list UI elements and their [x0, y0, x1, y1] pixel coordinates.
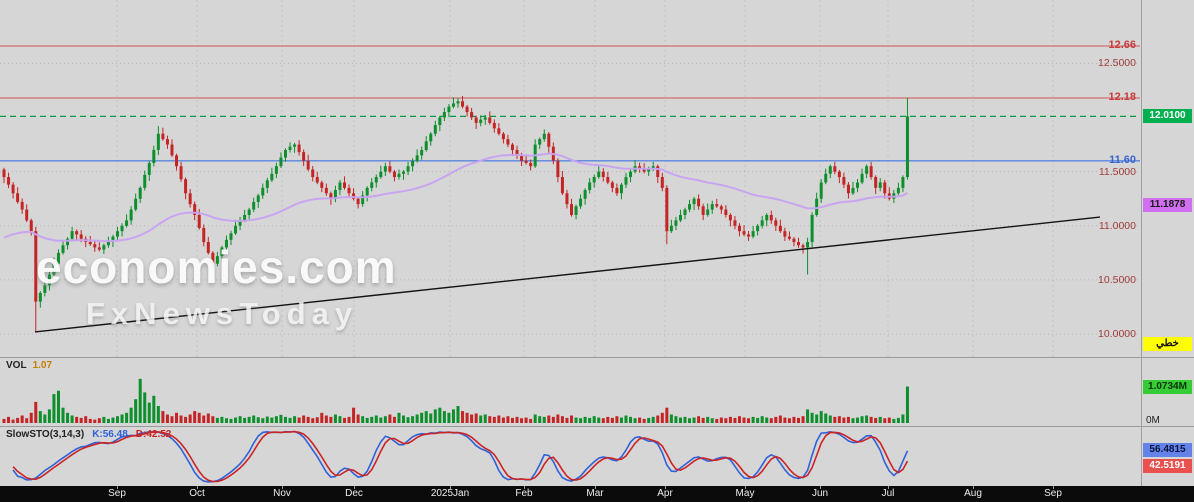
- stochastic-d-value: D:42.52: [135, 429, 172, 440]
- time-axis-tick: [1053, 486, 1054, 489]
- grid-price-label: 10.0000: [1098, 328, 1136, 341]
- volume-indicator-label: VOL: [6, 360, 27, 371]
- time-axis-tick: [973, 486, 974, 489]
- month-label: Dec: [345, 488, 363, 499]
- stochastic-indicator-label: SlowSTO(3,14,3): [6, 429, 85, 440]
- time-axis-tick: [745, 486, 746, 489]
- month-label: May: [735, 488, 755, 499]
- time-axis-tick: [450, 486, 451, 489]
- time-axis-tick: [354, 486, 355, 489]
- month-label: Sep: [1044, 488, 1062, 499]
- time-axis-tick: [820, 486, 821, 489]
- time-axis-tick: [197, 486, 198, 489]
- volume-panel-header: VOL 1.07: [6, 360, 52, 372]
- month-label: Apr: [657, 488, 673, 499]
- month-label: 2025Jan: [430, 488, 470, 499]
- moving-average-badge: 11.1878: [1143, 198, 1192, 213]
- time-axis[interactable]: Sep Oct Nov Dec 2025Jan Feb Mar Apr May Jun Jul Aug…: [0, 486, 1194, 502]
- grid-price-label: 11.5000: [1098, 165, 1136, 178]
- grid-price-label: 10.5000: [1098, 273, 1136, 286]
- time-axis-tick: [665, 486, 666, 489]
- grid-price-label: 12.5000: [1098, 57, 1136, 70]
- resistance2-price-label: 12.18: [1108, 90, 1136, 103]
- grid-price-label: 11.0000: [1098, 219, 1136, 232]
- stoch-k-badge: 56.4815: [1143, 443, 1192, 457]
- last-price-badge: 12.0100: [1143, 109, 1192, 124]
- time-axis-tick: [595, 486, 596, 489]
- month-label: Jun: [811, 488, 829, 499]
- month-label: Feb: [515, 488, 533, 499]
- time-axis-tick: [282, 486, 283, 489]
- month-label: Aug: [964, 488, 982, 499]
- time-axis-tick: [117, 486, 118, 489]
- volume-zero-label: 0M: [1146, 415, 1160, 426]
- time-axis-tick: [524, 486, 525, 489]
- month-label: Oct: [189, 488, 205, 499]
- stochastic-panel-header: SlowSTO(3,14,3) K:56.48 D:42.52: [6, 429, 171, 441]
- month-label: Sep: [108, 488, 126, 499]
- support-price-label: 11.60: [1109, 153, 1136, 166]
- volume-indicator-value: 1.07: [32, 360, 53, 371]
- stoch-d-badge: 42.5191: [1143, 459, 1192, 473]
- volume-value-badge: 1.0734M: [1143, 379, 1192, 394]
- month-label: Nov: [273, 488, 291, 499]
- scale-type-badge[interactable]: خطي: [1143, 337, 1192, 351]
- stochastic-k-value: K:56.48: [92, 429, 128, 440]
- time-axis-tick: [888, 486, 889, 489]
- resistance1-price-label: 12.66: [1108, 39, 1136, 51]
- month-label: Jul: [881, 488, 895, 499]
- month-label: Mar: [586, 488, 604, 499]
